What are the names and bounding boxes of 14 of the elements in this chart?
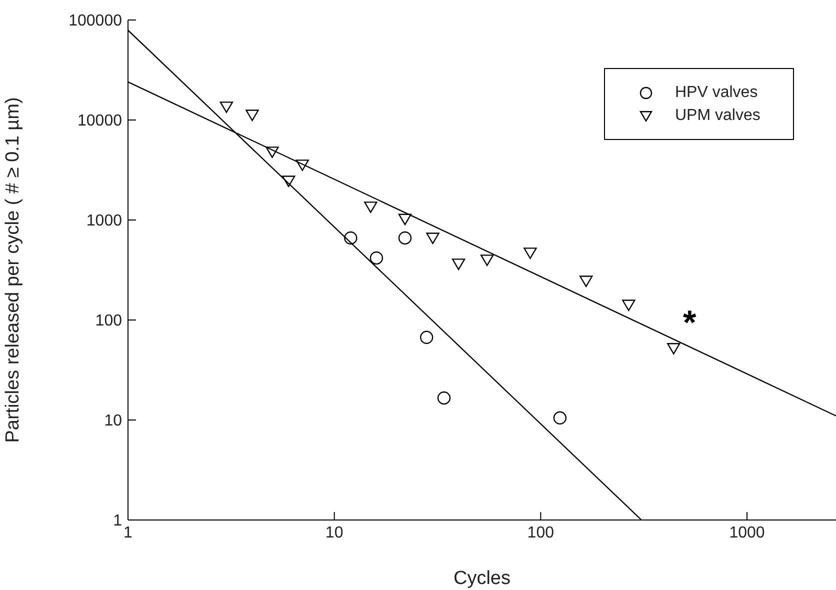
y-tick-label: 10000 [78, 112, 122, 130]
y-tick-label: 10 [104, 412, 122, 430]
y-tick-label: 100000 [68, 12, 122, 30]
y-tick-label: 1 [113, 512, 122, 530]
y-tick-label: 1000 [86, 212, 122, 230]
x-axis-title: Cycles [453, 568, 511, 589]
asterisk-note: * [683, 306, 696, 340]
x-tick-label: 100 [527, 524, 554, 542]
x-tick-label: 1000 [729, 524, 765, 542]
x-tick-label: 10 [325, 524, 344, 542]
y-axis-title: Particles released per cycle ( # ≥ 0.1 µm) [2, 97, 24, 443]
legend-label: UPM valves [675, 106, 760, 124]
legend-label: HPV valves [675, 84, 758, 102]
y-tick-label: 100 [95, 312, 122, 330]
